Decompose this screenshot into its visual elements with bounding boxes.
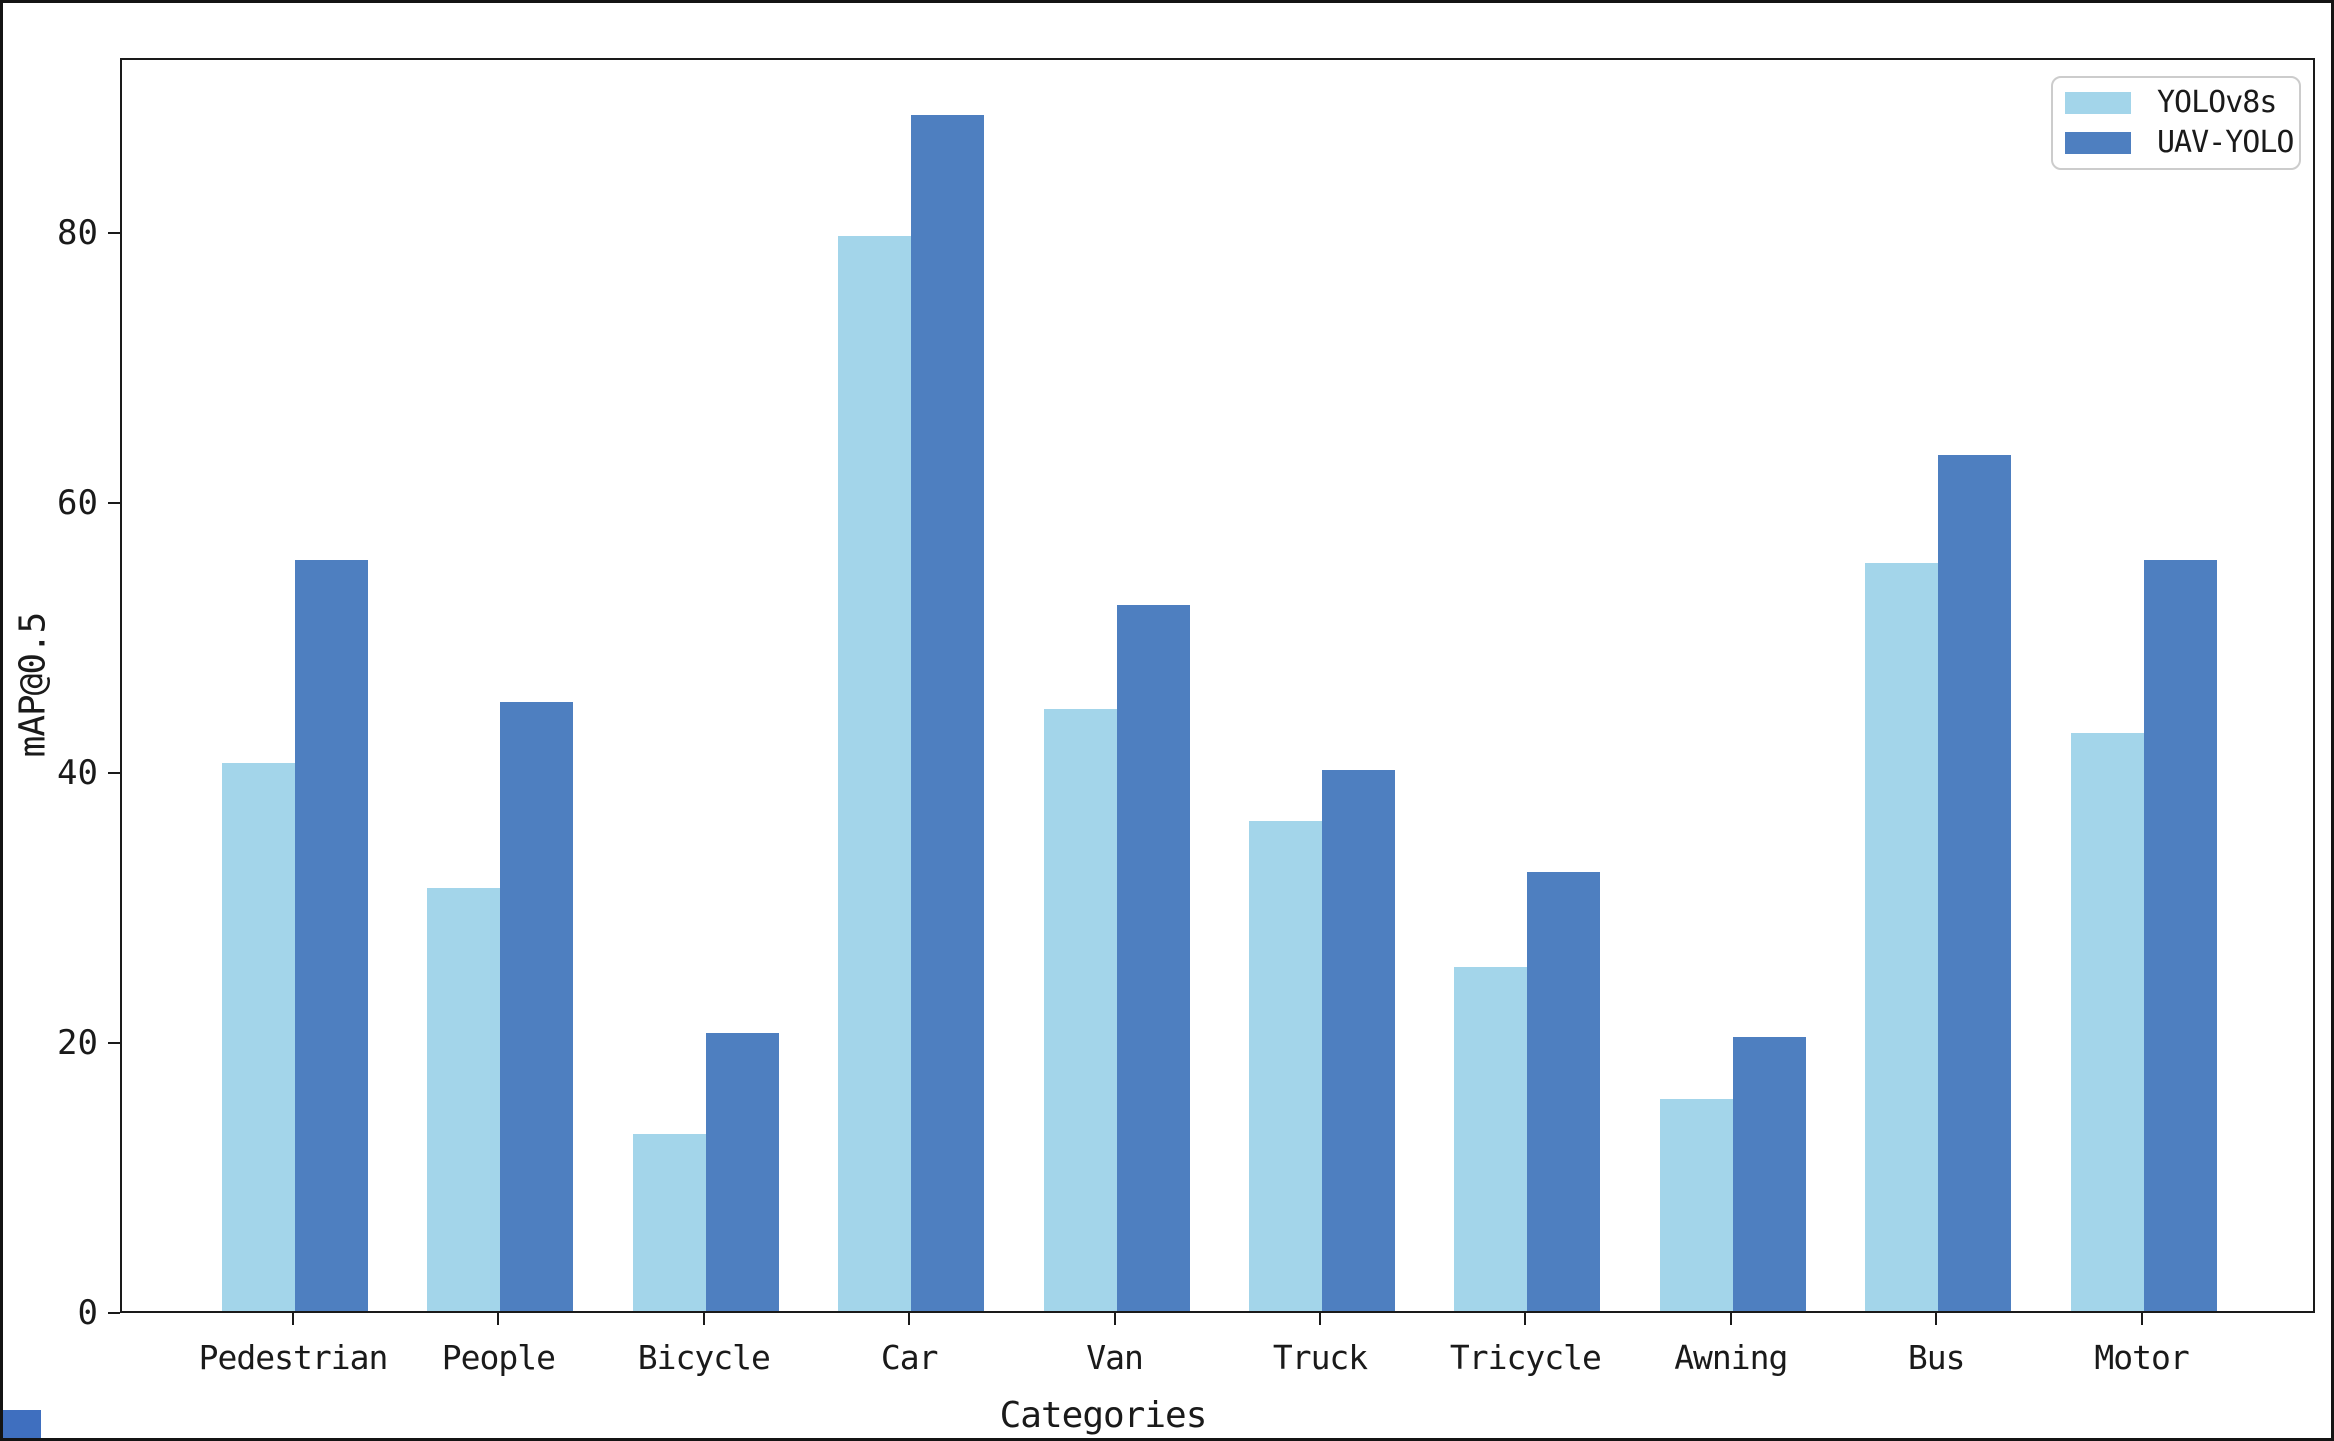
x-tick-mark-people: [497, 1313, 500, 1325]
bar-yolov8s-people: [427, 888, 501, 1311]
bar-uav-yolo-bicycle: [705, 1033, 779, 1311]
bar-yolov8s-awning: [1659, 1099, 1733, 1311]
x-tick-mark-awning: [1729, 1313, 1732, 1325]
x-tick-label-tricycle: Tricycle: [1449, 1338, 1602, 1377]
bar-yolov8s-motor: [2070, 733, 2144, 1311]
bar-yolov8s-car: [838, 236, 912, 1311]
x-tick-label-people: People: [441, 1338, 556, 1377]
y-axis-label: mAP@0.5: [12, 612, 54, 758]
bar-uav-yolo-truck: [1322, 770, 1395, 1311]
x-tick-mark-motor: [2140, 1313, 2143, 1325]
legend-label-yolov8s: YOLOv8s: [2157, 85, 2277, 120]
y-tick-mark-20: [108, 1042, 120, 1044]
bar-uav-yolo-car: [911, 115, 985, 1311]
y-tick-mark-60: [108, 502, 120, 504]
bar-uav-yolo-pedestrian: [295, 560, 368, 1311]
legend-swatch-uav-yolo: [2065, 132, 2131, 154]
y-tick-label-40: 40: [57, 753, 98, 793]
x-tick-mark-bus: [1935, 1313, 1938, 1325]
x-tick-label-bicycle: Bicycle: [637, 1338, 771, 1377]
bar-uav-yolo-people: [500, 702, 574, 1311]
bar-uav-yolo-van: [1116, 605, 1190, 1311]
corner-artifact: [3, 1410, 41, 1438]
x-tick-label-truck: Truck: [1272, 1338, 1368, 1377]
y-tick-mark-80: [108, 232, 120, 234]
plot-area: [120, 58, 2315, 1313]
legend-swatch-yolov8s: [2065, 92, 2131, 114]
bar-uav-yolo-bus: [1938, 455, 2012, 1311]
x-tick-mark-truck: [1319, 1313, 1321, 1325]
y-tick-label-20: 20: [57, 1023, 98, 1063]
legend: YOLOv8s UAV-YOLO: [2051, 76, 2301, 170]
bar-uav-yolo-motor: [2143, 560, 2217, 1311]
x-tick-label-van: Van: [1086, 1338, 1144, 1377]
legend-label-uav-yolo: UAV-YOLO: [2157, 125, 2294, 160]
x-tick-label-awning: Awning: [1674, 1338, 1788, 1377]
y-tick-label-60: 60: [57, 483, 98, 523]
x-tick-label-car: Car: [880, 1338, 939, 1377]
y-tick-mark-0: [108, 1312, 120, 1314]
bar-yolov8s-truck: [1249, 821, 1322, 1311]
x-tick-mark-bicycle: [702, 1313, 705, 1325]
x-axis-label: Categories: [999, 1395, 1208, 1436]
x-tick-mark-car: [908, 1313, 911, 1325]
y-tick-label-0: 0: [77, 1293, 98, 1333]
legend-entry-uav-yolo: UAV-YOLO: [2065, 128, 2294, 158]
x-tick-label-motor: Motor: [2094, 1338, 2189, 1377]
x-tick-mark-van: [1113, 1313, 1116, 1325]
bar-yolov8s-bus: [1865, 563, 1939, 1311]
bar-yolov8s-tricycle: [1454, 967, 1528, 1311]
bar-yolov8s-van: [1043, 709, 1117, 1311]
bar-yolov8s-pedestrian: [222, 763, 295, 1311]
y-tick-mark-40: [108, 772, 120, 774]
bar-yolov8s-bicycle: [632, 1134, 706, 1311]
bar-uav-yolo-tricycle: [1527, 872, 1601, 1311]
x-tick-label-bus: Bus: [1907, 1338, 1966, 1377]
legend-entry-yolov8s: YOLOv8s: [2065, 88, 2287, 118]
x-tick-mark-pedestrian: [292, 1313, 294, 1325]
bar-uav-yolo-awning: [1732, 1037, 1806, 1311]
x-tick-mark-tricycle: [1524, 1313, 1527, 1325]
x-tick-label-pedestrian: Pedestrian: [198, 1338, 389, 1377]
y-tick-label-80: 80: [57, 213, 98, 253]
